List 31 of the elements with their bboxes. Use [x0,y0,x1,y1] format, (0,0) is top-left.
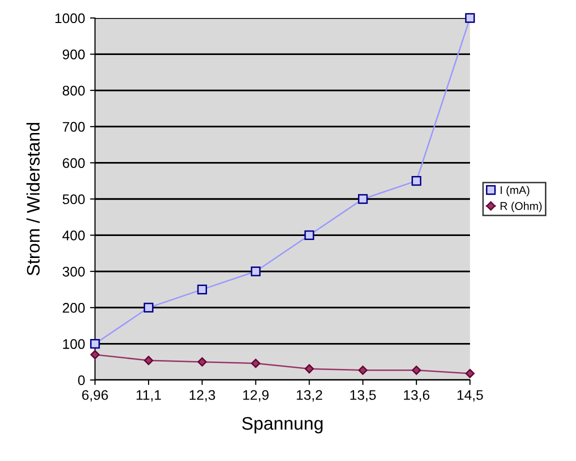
x-axis-title: Spannung [242,417,323,434]
y-tick-label: 700 [62,122,85,132]
legend-label: I (mA) [500,186,530,196]
y-tick-label: 400 [62,230,85,240]
y-tick-label: 600 [62,158,85,168]
point [465,368,475,378]
point [358,366,368,375]
x-tick-label: 12,9 [243,390,269,402]
x-tick-label: 11,1 [136,390,161,402]
point [304,364,314,374]
x-tick-label: 14,5 [458,390,483,402]
point [412,366,422,375]
x-tick-label: 13,6 [404,390,430,402]
y-tick-label: 800 [62,86,85,96]
y-tick-label: 1000 [55,13,85,24]
x-tick-label: 12,3 [190,390,216,402]
x-tick-label: 13,5 [350,390,376,402]
y-axis-title: Strom / Widerstand [26,122,40,276]
point [198,357,207,367]
point [251,358,260,368]
x-tick-label: 13,2 [296,390,322,402]
point [144,356,154,366]
y-tick-label: 900 [62,50,85,60]
y-tick-label: 500 [62,194,85,204]
y-tick-label: 100 [63,339,85,349]
y-tick-label: 0 [78,375,85,386]
y-tick-label: 200 [62,302,85,313]
legend-label: R (Ohm) [500,202,542,212]
point [90,350,100,360]
x-tick-label: 6,96 [82,390,108,402]
y-tick-label: 300 [62,266,85,277]
